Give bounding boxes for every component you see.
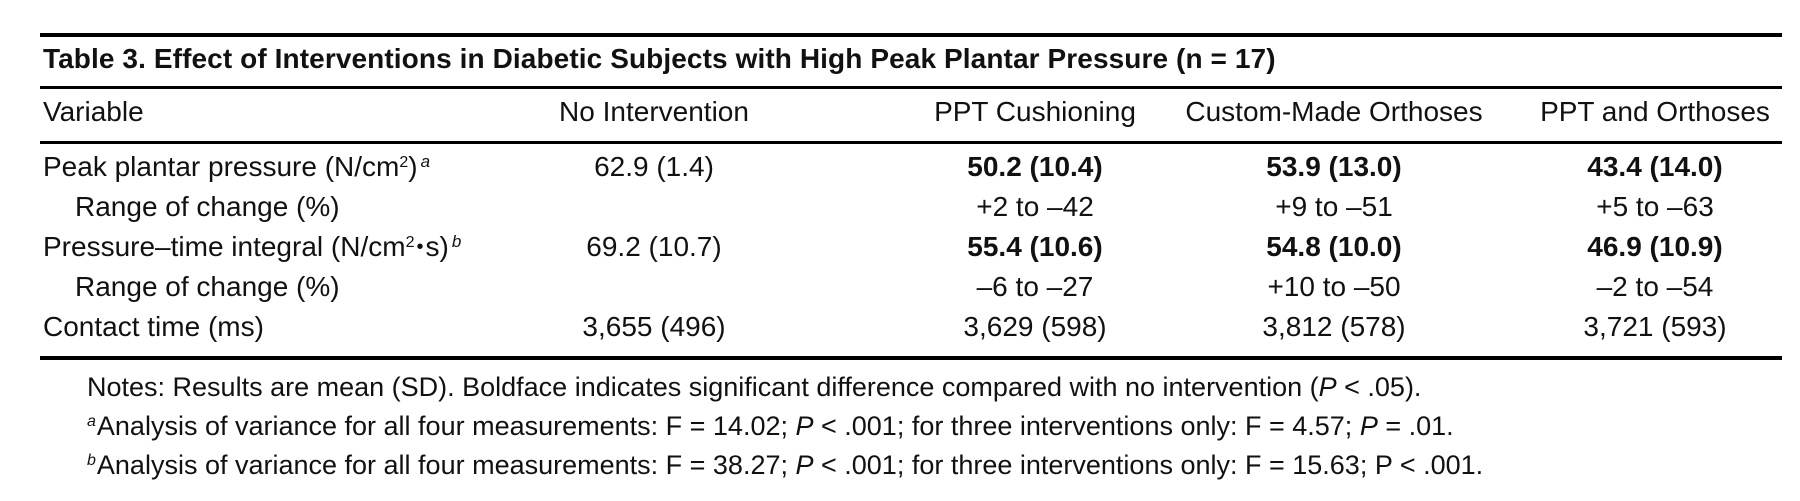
table-row: Range of change (%) +2 to –42 +9 to –51 …: [40, 191, 1782, 229]
header-variable: Variable: [43, 96, 144, 127]
table-row: Peak plantar pressure (N/cm2) a 62.9 (1.4…: [40, 151, 1782, 189]
header-custom-orthoses: Custom-Made Orthoses: [1185, 96, 1483, 127]
cell-ppt-cushioning: +2 to –42: [976, 191, 1094, 222]
bottom-rule: [40, 356, 1782, 360]
header-row: Variable No Intervention PPT Cushioning …: [40, 96, 1782, 134]
footnote-marker: b: [451, 232, 462, 251]
cell-no-intervention: 62.9 (1.4): [594, 151, 714, 182]
row-label: Peak plantar pressure (N/cm2) a: [43, 151, 431, 182]
cell-ppt-and-orthoses: –2 to –54: [1596, 271, 1714, 302]
footnote-a: aAnalysis of variance for all four measu…: [87, 411, 1454, 441]
table-row: Range of change (%) –6 to –27 +10 to –50…: [40, 271, 1782, 309]
cell-custom-orthoses: +9 to –51: [1275, 191, 1393, 222]
row-label: Contact time (ms): [43, 311, 264, 342]
row-label: Pressure–time integral (N/cm2 •s) b: [43, 231, 462, 262]
header-ppt-cushioning: PPT Cushioning: [934, 96, 1136, 127]
cell-ppt-cushioning: 3,629 (598): [963, 311, 1107, 342]
cell-ppt-and-orthoses: +5 to –63: [1596, 191, 1714, 222]
cell-custom-orthoses: +10 to –50: [1267, 271, 1401, 302]
header-ppt-and-orthoses: PPT and Orthoses: [1540, 96, 1770, 127]
notes-line: Notes: Results are mean (SD). Boldface i…: [87, 372, 1422, 402]
table-row: Pressure–time integral (N/cm2 •s) b 69.2 (…: [40, 231, 1782, 269]
header-rule: [40, 141, 1782, 144]
row-label: Range of change (%): [75, 271, 340, 302]
cell-ppt-and-orthoses: 3,721 (593): [1583, 311, 1727, 342]
header-no-intervention: No Intervention: [559, 96, 749, 127]
cell-ppt-cushioning: 55.4 (10.6): [967, 231, 1103, 262]
footnote-b: bAnalysis of variance for all four measu…: [87, 450, 1484, 480]
cell-ppt-cushioning: 50.2 (10.4): [967, 151, 1103, 182]
cell-no-intervention: 69.2 (10.7): [586, 231, 722, 262]
row-label: Range of change (%): [75, 191, 340, 222]
cell-custom-orthoses: 3,812 (578): [1262, 311, 1406, 342]
cell-ppt-cushioning: –6 to –27: [976, 271, 1094, 302]
cell-custom-orthoses: 53.9 (13.0): [1266, 151, 1402, 182]
cell-ppt-and-orthoses: 43.4 (14.0): [1587, 151, 1723, 182]
title-rule: [40, 86, 1782, 89]
table-notes: Notes: Results are mean (SD). Boldface i…: [87, 368, 1483, 485]
cell-ppt-and-orthoses: 46.9 (10.9): [1587, 231, 1723, 262]
top-rule: [40, 33, 1782, 37]
cell-custom-orthoses: 54.8 (10.0): [1266, 231, 1402, 262]
table-title: Table 3. Effect of Interventions in Diab…: [43, 43, 1276, 74]
footnote-marker: a: [420, 152, 431, 171]
cell-no-intervention: 3,655 (496): [582, 311, 726, 342]
table-row: Contact time (ms) 3,655 (496) 3,629 (598…: [40, 311, 1782, 349]
